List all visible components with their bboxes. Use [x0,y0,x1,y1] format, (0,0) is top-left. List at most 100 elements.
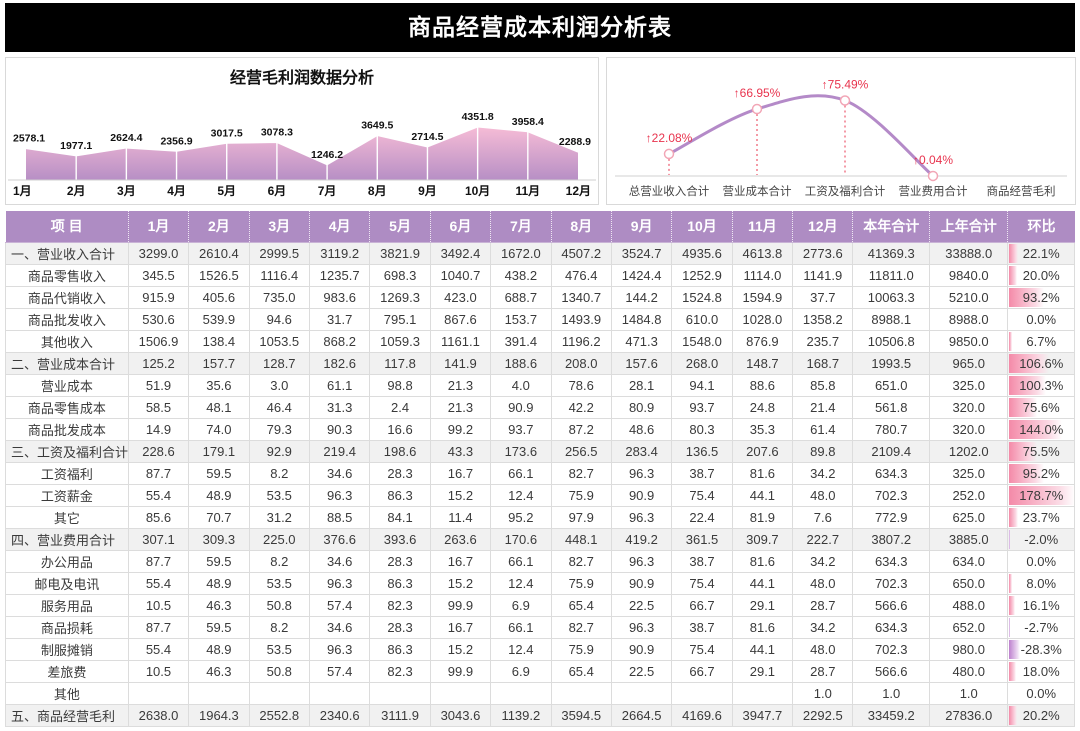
ratio-data-bar [1009,353,1049,373]
value-cell: 438.2 [490,263,552,287]
table-row: 营业成本 51.9 35.6 3.0 61.1 98.8 21.3 4.0 78.6 28.1 94… [5,373,1075,397]
value-cell: 38.7 [671,461,733,485]
ratio-value: 93.2% [1022,289,1060,305]
value-cell: 1141.9 [792,263,854,287]
ratio-data-bar [1009,705,1017,725]
value-cell: 634.0 [928,549,1009,573]
value-cell: 1.0 [852,681,930,705]
value-cell: 651.0 [852,373,930,397]
data-marker [839,95,851,106]
ratio-data-bar [1009,419,1063,439]
point-label: ↑0.04% [913,153,953,167]
value-cell: 2664.5 [610,703,673,727]
ratio-cell: 0.0% [1007,549,1075,573]
value-cell: 980.0 [928,637,1009,661]
value-cell: 28.7 [792,659,854,683]
row-label: 其他收入 [5,329,129,353]
value-cell: 1040.7 [429,263,492,287]
value-cell: 179.1 [188,439,250,463]
ratio-data-bar [1009,529,1011,549]
value-cell: 21.4 [792,395,854,419]
value-cell [731,681,794,705]
ratio-cell: -2.7% [1007,615,1075,639]
value-cell: 22.5 [610,659,673,683]
value-cell: 144.2 [610,285,673,309]
column-header: 3月 [249,211,310,243]
value-cell: 14.9 [127,417,190,441]
value-cell: 94.6 [248,307,310,331]
value-cell: 125.2 [127,351,190,375]
area-top-edge [25,126,579,166]
value-cell: 96.3 [610,461,673,485]
value-cell: 66.1 [490,461,552,485]
value-cell: 35.3 [731,417,794,441]
column-header: 6月 [430,211,492,243]
ratio-value: 178.7% [1019,487,1064,503]
value-cell: 610.0 [671,307,733,331]
table-row: 二、营业成本合计 125.2 157.7 128.7 182.6 117.8 141.9 18… [5,351,1075,375]
table-row: 商品损耗 87.7 59.5 8.2 34.6 28.3 16.7 66.1 82.7 96.3 3… [5,615,1075,639]
value-cell: 15.2 [429,637,492,661]
value-cell: 1114.0 [731,263,794,287]
ratio-cell: 22.1% [1007,241,1075,265]
ratio-cell: 20.0% [1007,263,1075,287]
value-cell: 148.7 [731,351,794,375]
value-cell: 182.6 [308,351,371,375]
value-cell: 1269.3 [369,285,431,309]
value-cell: 252.0 [928,483,1009,507]
ratio-data-bar [1009,595,1016,615]
value-cell: 9840.0 [928,263,1009,287]
value-cell: 57.4 [308,659,371,683]
value-cell: 90.9 [610,571,673,595]
value-cell: 235.7 [792,329,854,353]
value-cell: 82.3 [369,659,431,683]
value-cell: 1594.9 [731,285,794,309]
value-cell: 3594.5 [550,703,612,727]
value-cell: 141.9 [429,351,492,375]
value-cell: 10.5 [127,659,190,683]
ratio-cell: -2.0% [1007,527,1075,551]
value-cell: 34.2 [792,461,854,485]
value-cell: 6.9 [490,659,552,683]
ratio-cell: 6.7% [1007,329,1075,353]
table-row: 其它 85.6 70.7 31.2 88.5 84.1 11.4 95.2 97.9 96.3 22… [5,505,1075,529]
value-cell: 915.9 [127,285,190,309]
value-cell: 170.6 [490,527,552,551]
value-cell: 70.7 [188,505,250,529]
table-row: 差旅费 10.5 46.3 50.8 57.4 82.3 99.9 6.9 65.4 22.5 66… [5,659,1075,683]
value-cell: 983.6 [308,285,371,309]
value-cell: 5210.0 [928,285,1009,309]
data-label: 1977.1 [60,140,92,152]
value-cell: 6.9 [490,593,552,617]
value-cell: 51.9 [127,373,190,397]
value-cell: 4169.6 [671,703,733,727]
value-cell: 22.5 [610,593,673,617]
value-cell: 222.7 [792,527,854,551]
value-cell: 90.3 [308,417,371,441]
ratio-cell: 178.7% [1007,483,1075,507]
value-cell: 256.5 [550,439,612,463]
ratio-data-bar [1009,617,1011,637]
value-cell: 88.6 [731,373,794,397]
value-cell: 698.3 [369,263,431,287]
value-cell: 3111.9 [369,703,431,727]
value-cell: 88.5 [308,505,371,529]
page-title: 商品经营成本利润分析表 [5,3,1075,52]
value-cell: 1672.0 [490,241,552,265]
value-cell: 735.0 [248,285,310,309]
value-cell: 87.7 [127,615,190,639]
ratio-value: 0.0% [1026,685,1057,701]
ratio-value: 18.0% [1022,663,1060,679]
value-cell: 41369.3 [852,241,930,265]
growth-line-chart-panel: ↑22.08% ↑66.95% ↑75.49% ↑0.04% 总营业收入合计 营业成本合计… [606,57,1076,205]
ratio-data-bar [1009,573,1013,593]
ratio-value: 106.6% [1019,355,1064,371]
value-cell: 44.1 [731,637,794,661]
value-cell: 96.3 [308,571,371,595]
value-cell [671,681,733,705]
value-cell: 99.9 [429,593,492,617]
value-cell: 48.6 [610,417,673,441]
value-cell: 75.4 [671,637,733,661]
value-cell: 325.0 [928,373,1009,397]
data-label: 2624.4 [110,132,142,144]
